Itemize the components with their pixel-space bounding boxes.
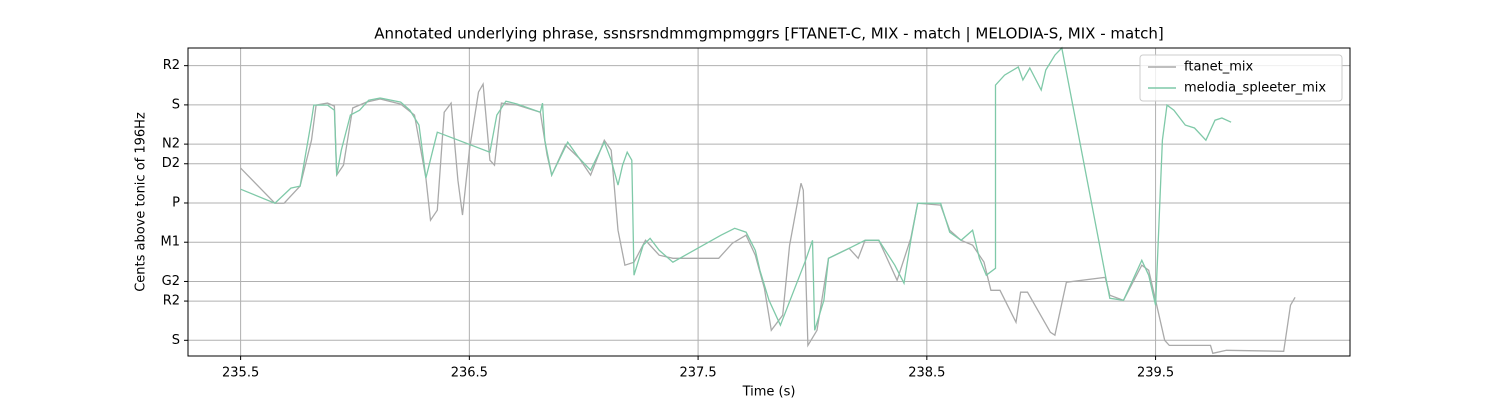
data-line (240, 46, 1232, 331)
y-tick-label: M1 (161, 235, 181, 250)
y-tick-label: R2 (163, 294, 180, 309)
y-tick-label: G2 (162, 274, 180, 289)
x-tick-label: 238.5 (908, 366, 945, 381)
y-tick-label: N2 (162, 137, 180, 152)
y-tick-label: R2 (163, 58, 180, 73)
legend-box (1139, 54, 1343, 102)
legend-label: ftanet_mix (1184, 60, 1254, 75)
y-tick-label: P (172, 195, 180, 210)
axes-frame (187, 47, 1351, 357)
y-axis-label: Cents above tonic of 196Hz (134, 112, 149, 292)
x-axis-label: Time (s) (742, 385, 796, 400)
x-tick-label: 237.5 (679, 366, 716, 381)
chart-title: Annotated underlying phrase, ssnsrsndmmg… (374, 25, 1163, 43)
legend-label: melodia_spleeter_mix (1184, 81, 1326, 96)
data-line (240, 81, 1296, 355)
y-tick-label: D2 (162, 156, 180, 171)
x-tick-label: 235.5 (222, 366, 259, 381)
y-tick-label: S (172, 333, 180, 348)
x-tick-label: 239.5 (1137, 366, 1174, 381)
x-tick-label: 236.5 (451, 366, 488, 381)
y-tick-label: S (172, 97, 180, 112)
